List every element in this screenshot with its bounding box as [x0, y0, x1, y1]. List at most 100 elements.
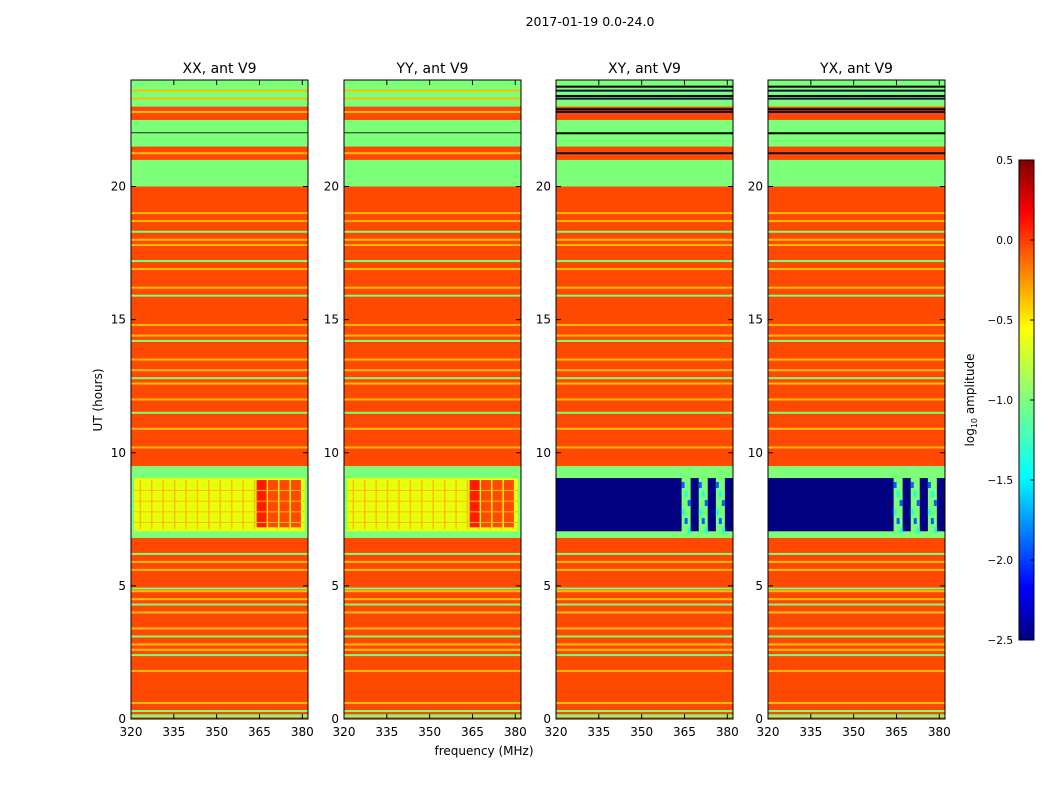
upper-separator — [131, 97, 308, 100]
x-tick-label: 350 — [418, 725, 441, 739]
low-band-column — [352, 480, 355, 530]
rfi-line — [344, 702, 521, 705]
x-tick-label: 365 — [248, 725, 271, 739]
rfi-line — [768, 590, 945, 593]
cross-feature-detail — [899, 527, 903, 534]
bottom-edge-line — [131, 714, 308, 718]
cross-feature-detail — [704, 527, 708, 534]
rfi-line — [768, 294, 945, 297]
low-band-hot-column — [290, 480, 301, 528]
low-band-column — [363, 480, 366, 530]
flagged-band — [344, 80, 521, 107]
rfi-line — [556, 702, 733, 705]
rfi-line — [131, 294, 308, 297]
rfi-line — [768, 635, 945, 638]
rfi-line — [768, 398, 945, 401]
cross-feature-detail — [927, 509, 931, 516]
x-axis-label: frequency (MHz) — [434, 744, 533, 758]
rfi-line — [768, 560, 945, 563]
rfi-line — [131, 427, 308, 430]
cross-feature — [681, 476, 691, 534]
panel-title: YX, ant V9 — [819, 61, 893, 77]
rfi-line — [344, 238, 521, 241]
colorbar-tick-label: −2.0 — [988, 555, 1014, 567]
cross-feature-detail — [913, 518, 917, 525]
rfi-line — [131, 590, 308, 593]
heatmap — [768, 80, 945, 719]
y-tick-label: 10 — [111, 446, 126, 460]
upper-separator — [344, 110, 521, 113]
upper-dark-line — [768, 94, 945, 97]
cross-feature-detail — [687, 500, 691, 507]
rfi-line — [131, 552, 308, 555]
rfi-line — [768, 230, 945, 233]
x-tick-label: 350 — [842, 725, 865, 739]
rfi-line — [131, 212, 308, 215]
cross-feature-detail — [893, 509, 897, 516]
rfi-line — [131, 635, 308, 638]
low-band-column — [208, 480, 210, 530]
rfi-line — [344, 334, 521, 337]
cross-feature-detail — [698, 509, 702, 516]
x-tick-label: 365 — [673, 725, 696, 739]
x-tick-label: 320 — [757, 725, 780, 739]
rfi-line — [344, 411, 521, 414]
rfi-line — [768, 598, 945, 601]
colorbar-label-suffix: amplitude — [963, 354, 977, 418]
panel-title: XY, ant V9 — [608, 61, 681, 77]
upper-separator — [344, 152, 521, 155]
x-tick-label: 365 — [885, 725, 908, 739]
low-band-line — [347, 521, 518, 523]
rfi-line — [556, 411, 733, 414]
rfi-line — [344, 339, 521, 342]
upper-dark-line — [131, 132, 308, 134]
cross-feature-detail — [916, 527, 920, 534]
low-band-column — [242, 480, 244, 530]
cross-feature-detail — [701, 518, 705, 525]
rfi-line — [131, 382, 308, 385]
upper-dark-line — [768, 132, 945, 135]
low-band-line — [134, 511, 305, 513]
rfi-line — [344, 244, 521, 247]
rfi-line — [556, 643, 733, 646]
panel-yy: YY, ant V9 320 335 350 365 380 0 5 10 15 20 — [324, 61, 527, 739]
rfi-line — [556, 603, 733, 606]
cross-feature-detail — [718, 518, 722, 525]
x-tick-label: 320 — [333, 725, 356, 739]
rfi-line — [768, 377, 945, 380]
y-tick-label: 5 — [331, 579, 339, 593]
rfi-line — [344, 670, 521, 673]
rfi-line — [556, 260, 733, 263]
rfi-line — [768, 670, 945, 673]
upper-dark-line — [344, 132, 521, 134]
upper-dark-line — [556, 108, 733, 111]
axes-frame — [555, 79, 734, 720]
x-tick-label: 320 — [120, 725, 143, 739]
rfi-line — [344, 587, 521, 590]
rfi-line — [131, 587, 308, 590]
rfi-line — [344, 603, 521, 606]
rfi-line — [131, 702, 308, 705]
rfi-line — [768, 643, 945, 646]
rfi-line — [344, 358, 521, 361]
upper-separator — [344, 89, 521, 92]
cross-feature-detail — [687, 527, 691, 534]
low-band-column — [219, 480, 221, 530]
rfi-line — [768, 369, 945, 372]
panel-xy: XY, ant V9 320 335 350 365 380 0 5 10 15 20 — [536, 61, 739, 739]
upper-dark-line — [768, 108, 945, 111]
cross-feature-detail — [715, 482, 719, 489]
y-tick-label: 20 — [324, 180, 339, 194]
rfi-line — [344, 260, 521, 263]
upper-separator — [131, 110, 308, 113]
y-tick-label: 15 — [536, 313, 551, 327]
x-tick-label: 335 — [375, 725, 398, 739]
rfi-line — [344, 220, 521, 223]
rfi-line — [556, 670, 733, 673]
rfi-line — [131, 710, 308, 713]
upper-separator — [768, 97, 945, 100]
low-band-line — [134, 490, 305, 492]
low-band-column — [432, 480, 434, 530]
rfi-line — [344, 590, 521, 593]
upper-separator — [344, 97, 521, 100]
